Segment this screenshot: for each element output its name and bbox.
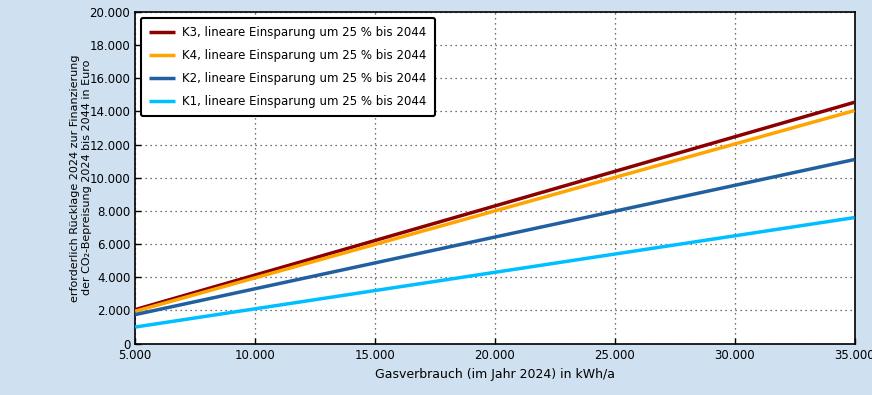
Legend: K3, lineare Einsparung um 25 % bis 2044, K4, lineare Einsparung um 25 % bis 2044: K3, lineare Einsparung um 25 % bis 2044,… <box>141 18 435 117</box>
Y-axis label: erforderlich Rücklage 2024 zur Finanzierung
der CO₂-Bepreisung 2024 bis 2044 in : erforderlich Rücklage 2024 zur Finanzier… <box>71 54 92 301</box>
X-axis label: Gasverbrauch (im Jahr 2024) in kWh/a: Gasverbrauch (im Jahr 2024) in kWh/a <box>375 369 615 382</box>
